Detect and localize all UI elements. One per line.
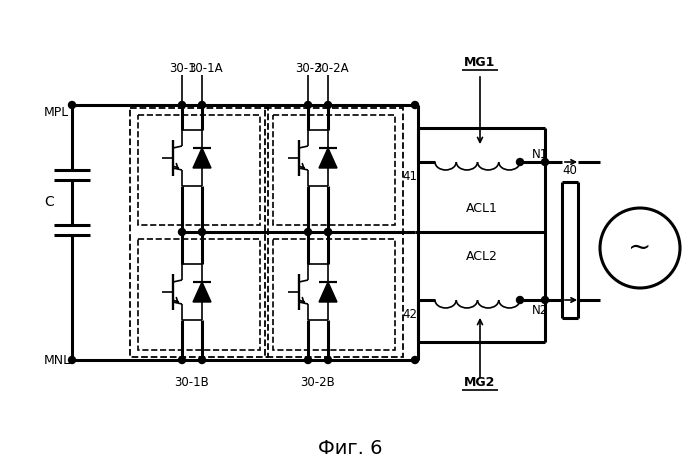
Circle shape — [324, 228, 331, 235]
Circle shape — [199, 228, 206, 235]
Text: MG1: MG1 — [464, 55, 496, 69]
Bar — [273, 115, 395, 225]
Circle shape — [542, 158, 549, 165]
Circle shape — [517, 296, 524, 303]
Circle shape — [324, 356, 331, 363]
Bar — [265, 108, 403, 357]
Text: 40: 40 — [563, 164, 577, 177]
Text: C: C — [44, 196, 54, 210]
Circle shape — [178, 356, 185, 363]
Circle shape — [324, 228, 331, 235]
Circle shape — [199, 356, 206, 363]
Text: 30-1B: 30-1B — [175, 376, 210, 389]
Text: ~: ~ — [628, 234, 651, 261]
Circle shape — [305, 356, 312, 363]
Text: ACL2: ACL2 — [466, 251, 498, 263]
Text: 30-2: 30-2 — [295, 62, 322, 75]
Circle shape — [305, 228, 312, 235]
Text: 41: 41 — [402, 170, 417, 183]
Bar — [130, 108, 268, 357]
Text: 42: 42 — [402, 308, 417, 321]
Text: 30-1: 30-1 — [168, 62, 195, 75]
Text: MNL: MNL — [44, 354, 71, 366]
Polygon shape — [193, 148, 211, 168]
Circle shape — [69, 356, 75, 363]
Polygon shape — [193, 282, 211, 302]
Circle shape — [517, 158, 524, 165]
Text: N2: N2 — [532, 303, 548, 316]
Polygon shape — [319, 282, 337, 302]
Circle shape — [69, 102, 75, 109]
Circle shape — [199, 102, 206, 109]
Circle shape — [305, 102, 312, 109]
Text: 30-2A: 30-2A — [314, 62, 348, 75]
Circle shape — [542, 296, 549, 303]
Text: MPL: MPL — [44, 107, 69, 119]
Bar — [138, 115, 260, 225]
Text: 30-2B: 30-2B — [301, 376, 336, 389]
Bar — [273, 239, 395, 350]
Circle shape — [178, 102, 185, 109]
Circle shape — [412, 356, 419, 363]
Text: MG2: MG2 — [464, 376, 496, 389]
Text: N1: N1 — [532, 148, 548, 160]
Text: ACL1: ACL1 — [466, 203, 498, 215]
Text: Фиг. 6: Фиг. 6 — [318, 439, 382, 458]
Polygon shape — [319, 148, 337, 168]
Text: 30-1A: 30-1A — [188, 62, 222, 75]
Bar — [138, 239, 260, 350]
Circle shape — [412, 102, 419, 109]
Circle shape — [324, 102, 331, 109]
Circle shape — [178, 228, 185, 235]
